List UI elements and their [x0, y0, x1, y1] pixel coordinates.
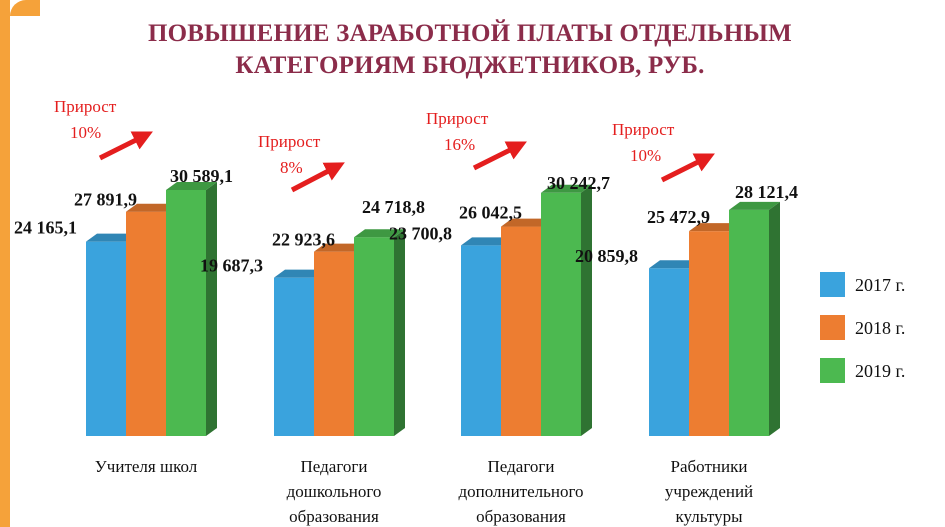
bar-4-1 [649, 268, 689, 436]
data-label-1-2: 27 891,9 [74, 190, 137, 210]
data-label-2-2: 22 923,6 [272, 230, 335, 250]
bar-top-2-2 [314, 243, 365, 252]
legend-swatch-2 [820, 315, 845, 340]
chart-title-line-2: КАТЕГОРИЯМ БЮДЖЕТНИКОВ, РУБ. [235, 52, 705, 79]
bar-3-3 [541, 192, 581, 436]
data-label-2-3: 24 718,8 [362, 197, 425, 217]
bar-2-1 [274, 277, 314, 436]
category-label-2-1: Педагоги [301, 457, 368, 476]
bar-top-1-1 [86, 233, 137, 242]
growth-label-4: Прирост [612, 120, 675, 139]
bar-top-3-1 [461, 237, 512, 246]
bar-top-2-3 [354, 229, 405, 238]
bar-top-3-3 [541, 184, 592, 193]
bar-2-3 [354, 237, 394, 436]
frame-left-bar [0, 0, 10, 527]
bar-side-4-3 [769, 201, 780, 436]
data-label-4-2: 25 472,9 [647, 207, 710, 227]
bar-4-3 [729, 209, 769, 436]
bar-top-4-2 [689, 223, 740, 232]
bar-3-2 [501, 226, 541, 436]
data-label-1-3: 30 589,1 [170, 166, 233, 186]
category-label-4-1: Работники [671, 457, 748, 476]
growth-label-2: Прирост [258, 132, 321, 151]
legend-swatch-1 [820, 272, 845, 297]
growth-arrow-2 [290, 162, 345, 193]
growth-value-4: 10% [630, 146, 661, 165]
bar-4-2 [689, 231, 729, 436]
growth-arrow-4 [660, 153, 715, 183]
chart-title: ПОВЫШЕНИЕ ЗАРАБОТНОЙ ПЛАТЫ ОТДЕЛЬНЫМ КАТ… [60, 18, 880, 82]
bar-side-3-3 [581, 184, 592, 436]
frame-top-corner [10, 0, 40, 16]
legend-label-2: 2018 г. [855, 318, 905, 338]
chart-title-line-1: ПОВЫШЕНИЕ ЗАРАБОТНОЙ ПЛАТЫ ОТДЕЛЬНЫМ [148, 20, 792, 47]
bar-1-2 [126, 211, 166, 436]
bar-top-1-2 [126, 203, 177, 212]
data-label-4-1: 20 859,8 [575, 246, 638, 266]
category-label-3-3: образования [476, 507, 566, 526]
category-label-3-1: Педагоги [488, 457, 555, 476]
category-label-4-2: учреждений [665, 482, 753, 501]
data-label-3-1: 23 700,8 [389, 223, 452, 243]
growth-value-3: 16% [444, 135, 475, 154]
growth-arrow-1 [98, 131, 153, 161]
bar-1-1 [86, 241, 126, 436]
legend-label-3: 2019 г. [855, 361, 905, 381]
bar-1-3 [166, 190, 206, 436]
bar-top-4-3 [729, 201, 780, 210]
category-label-3-2: дополнительного [458, 482, 583, 501]
growth-label-3: Прирост [426, 109, 489, 128]
bar-top-4-1 [649, 260, 700, 269]
growth-label-1: Прирост [54, 97, 117, 116]
data-label-3-2: 26 042,5 [459, 203, 522, 223]
legend-swatch-3 [820, 358, 845, 383]
category-label-2-3: образования [289, 507, 379, 526]
data-label-4-3: 28 121,4 [735, 182, 798, 202]
growth-value-2: 8% [280, 158, 303, 177]
data-label-1-1: 24 165,1 [14, 218, 77, 238]
bar-2-2 [314, 251, 354, 436]
data-label-3-3: 30 242,7 [547, 173, 610, 193]
growth-arrow-3 [472, 141, 527, 171]
category-label-2-2: дошкольного [287, 482, 382, 501]
bar-top-1-3 [166, 182, 217, 190]
data-label-2-1: 19 687,3 [200, 256, 263, 276]
bar-3-1 [461, 245, 501, 436]
bar-side-2-3 [394, 229, 405, 436]
growth-value-1: 10% [70, 123, 101, 142]
bar-top-3-2 [501, 218, 552, 227]
bar-side-1-3 [206, 182, 217, 436]
legend-label-1: 2017 г. [855, 275, 905, 295]
category-label-1-1: Учителя школ [95, 457, 198, 476]
bar-top-2-1 [274, 269, 325, 278]
category-label-4-3: культуры [676, 507, 744, 526]
